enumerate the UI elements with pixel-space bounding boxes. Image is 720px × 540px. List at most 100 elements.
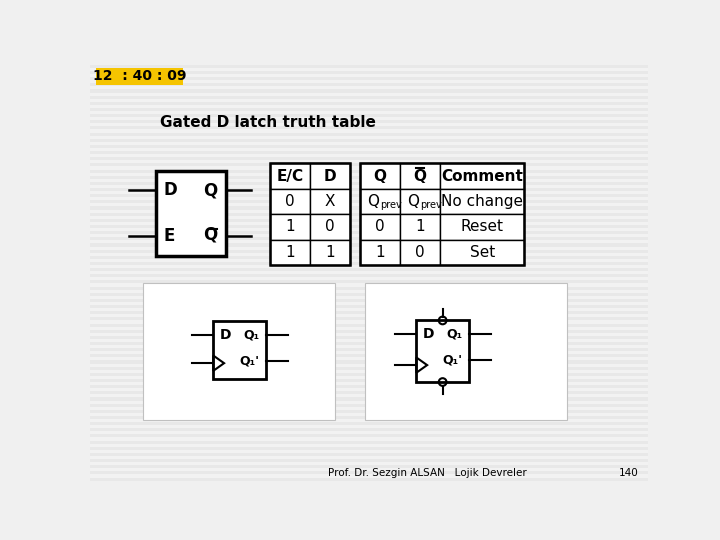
Text: prev: prev (420, 200, 442, 210)
Text: Q: Q (374, 168, 387, 184)
Bar (90, 206, 648, 210)
Bar (90, 234, 648, 237)
Bar (90, 302, 648, 305)
Bar (90, 136, 648, 139)
Bar (90, 215, 648, 219)
Bar (310, 164, 351, 189)
Bar (90, 357, 648, 361)
Bar (90, 182, 648, 185)
Bar (270, 164, 351, 265)
Bar (90, 462, 648, 465)
Bar (90, 166, 648, 170)
Bar (360, 214, 400, 240)
Bar (90, 287, 648, 289)
Bar (90, 268, 648, 271)
Bar (90, 130, 648, 132)
Bar (90, 453, 648, 456)
Bar (90, 92, 648, 96)
Text: Q: Q (367, 194, 379, 209)
Text: 1: 1 (415, 219, 425, 234)
Text: Set: Set (469, 245, 495, 260)
Bar (90, 210, 648, 213)
Bar (90, 354, 648, 357)
Bar (90, 379, 648, 382)
Bar (90, 345, 648, 348)
Bar (90, 154, 648, 157)
Bar (90, 456, 648, 459)
Bar (90, 74, 648, 77)
Bar (90, 385, 648, 388)
Bar (441, 240, 524, 265)
Bar (90, 327, 648, 330)
Bar (90, 185, 648, 188)
Bar (90, 240, 648, 244)
Text: D: D (324, 168, 336, 184)
Bar (90, 228, 648, 231)
Bar (96, 68, 183, 85)
Bar (90, 419, 648, 422)
Text: 1: 1 (325, 245, 335, 260)
Bar (90, 99, 648, 102)
Text: Q: Q (204, 225, 218, 243)
Bar (143, 283, 335, 420)
Text: Q: Q (204, 181, 218, 199)
Text: D: D (423, 327, 434, 341)
Bar (90, 160, 648, 164)
Text: Q: Q (408, 194, 419, 209)
Bar (90, 441, 648, 444)
Bar (90, 256, 648, 259)
Bar (90, 468, 648, 471)
Text: D: D (163, 181, 177, 199)
Bar (90, 305, 648, 308)
Bar (90, 194, 648, 197)
Bar (90, 299, 648, 302)
Text: 12  : 40 : 09: 12 : 40 : 09 (93, 69, 186, 83)
Bar (90, 105, 648, 108)
Bar (90, 90, 648, 92)
Bar (90, 219, 648, 222)
Bar (90, 361, 648, 363)
Bar (90, 278, 648, 280)
Bar (90, 293, 648, 296)
Bar (90, 244, 648, 247)
Bar (90, 311, 648, 314)
Bar (90, 280, 648, 284)
Bar (90, 86, 648, 90)
Bar (90, 126, 648, 130)
Text: 1: 1 (375, 245, 384, 260)
Bar (90, 333, 648, 336)
Bar (90, 459, 648, 462)
Bar (90, 164, 648, 166)
Bar (90, 388, 648, 392)
Bar (90, 370, 648, 373)
Bar (90, 373, 648, 376)
Bar (90, 318, 648, 320)
Bar (90, 157, 648, 160)
Bar (441, 164, 524, 189)
Bar (90, 222, 648, 225)
Text: Q₁: Q₁ (446, 328, 463, 341)
Bar (270, 240, 310, 265)
Text: 0: 0 (375, 219, 384, 234)
Text: Q₁': Q₁' (443, 354, 463, 367)
Bar (90, 170, 648, 173)
Bar (90, 111, 648, 114)
Bar (90, 397, 648, 401)
Text: Reset: Reset (461, 219, 504, 234)
Bar (90, 114, 648, 117)
Bar (90, 247, 648, 249)
Bar (360, 164, 400, 189)
Bar (90, 262, 648, 265)
Bar (90, 481, 648, 484)
Bar (90, 351, 648, 354)
Bar (90, 274, 648, 278)
Bar (90, 348, 648, 351)
Bar (90, 407, 648, 410)
Bar (310, 240, 351, 265)
Bar (90, 265, 648, 268)
Bar (90, 173, 648, 176)
Bar (90, 416, 648, 419)
Text: Prof. Dr. Sezgin ALSAN   Lojik Devreler: Prof. Dr. Sezgin ALSAN Lojik Devreler (328, 468, 526, 478)
Bar (90, 80, 648, 83)
Bar (90, 151, 648, 154)
